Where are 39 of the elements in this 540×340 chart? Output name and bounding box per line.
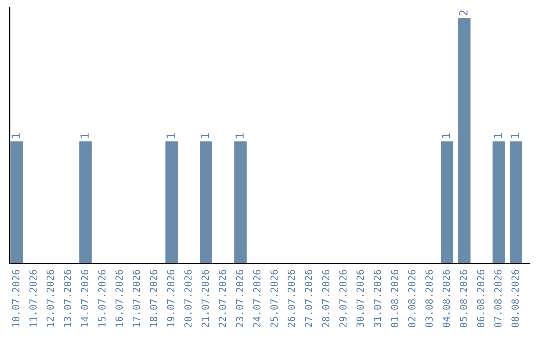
- x-tick-label: 23.07.2026: [236, 270, 244, 328]
- data-label: 2: [459, 10, 468, 16]
- x-tick-label: 07.08.2026: [494, 270, 502, 328]
- x-tick-label: 20.07.2026: [184, 270, 192, 328]
- x-tick-label: 24.07.2026: [253, 270, 261, 328]
- x-tick-label: 17.07.2026: [132, 270, 140, 327]
- x-tick-label: 04.08.2026: [442, 270, 450, 328]
- x-tick-label: 22.07.2026: [219, 270, 226, 328]
- x-tick-label: 12.07.2026: [46, 270, 54, 327]
- x-tick-label: 11.07.2026: [30, 270, 37, 327]
- x-tick-label: 02.08.2026: [408, 270, 416, 328]
- x-tick-label: 31.07.2026: [374, 270, 382, 328]
- x-tick-label: 08.08.2026: [512, 270, 520, 328]
- x-tick-label: 14.07.2026: [81, 270, 89, 327]
- x-tick-label: 06.08.2026: [477, 270, 485, 328]
- x-tick-label: 19.07.2026: [167, 270, 175, 327]
- x-tick-label: 27.07.2026: [305, 270, 312, 328]
- x-tick-label: 03.08.2026: [426, 270, 433, 328]
- x-tick-label: 25.07.2026: [270, 270, 278, 328]
- x-tick-label: 05.08.2026: [460, 270, 468, 328]
- data-label: 1: [80, 134, 89, 138]
- x-tick-label: 26.07.2026: [288, 270, 296, 328]
- data-label: 1: [442, 134, 450, 138]
- data-label: 1: [166, 134, 175, 138]
- x-tick-label: 13.07.2026: [64, 270, 72, 327]
- x-tick-label: 29.07.2026: [340, 270, 347, 328]
- data-label: 1: [236, 134, 244, 138]
- data-label: 1: [511, 134, 520, 138]
- x-tick-label: 28.07.2026: [322, 270, 330, 328]
- data-label: 1: [12, 134, 20, 138]
- x-tick-label: 21.07.2026: [202, 270, 210, 328]
- x-tick-label: 16.07.2026: [116, 270, 124, 327]
- x-tick-label: 01.08.2026: [391, 270, 399, 328]
- x-tick-label: 18.07.2026: [150, 270, 158, 327]
- data-label: 1: [201, 134, 210, 138]
- x-tick-label: 10.07.2026: [12, 270, 20, 327]
- x-tick-label: 15.07.2026: [98, 270, 106, 327]
- data-label: 1: [494, 134, 502, 138]
- x-tick-label: 30.07.2026: [356, 270, 364, 328]
